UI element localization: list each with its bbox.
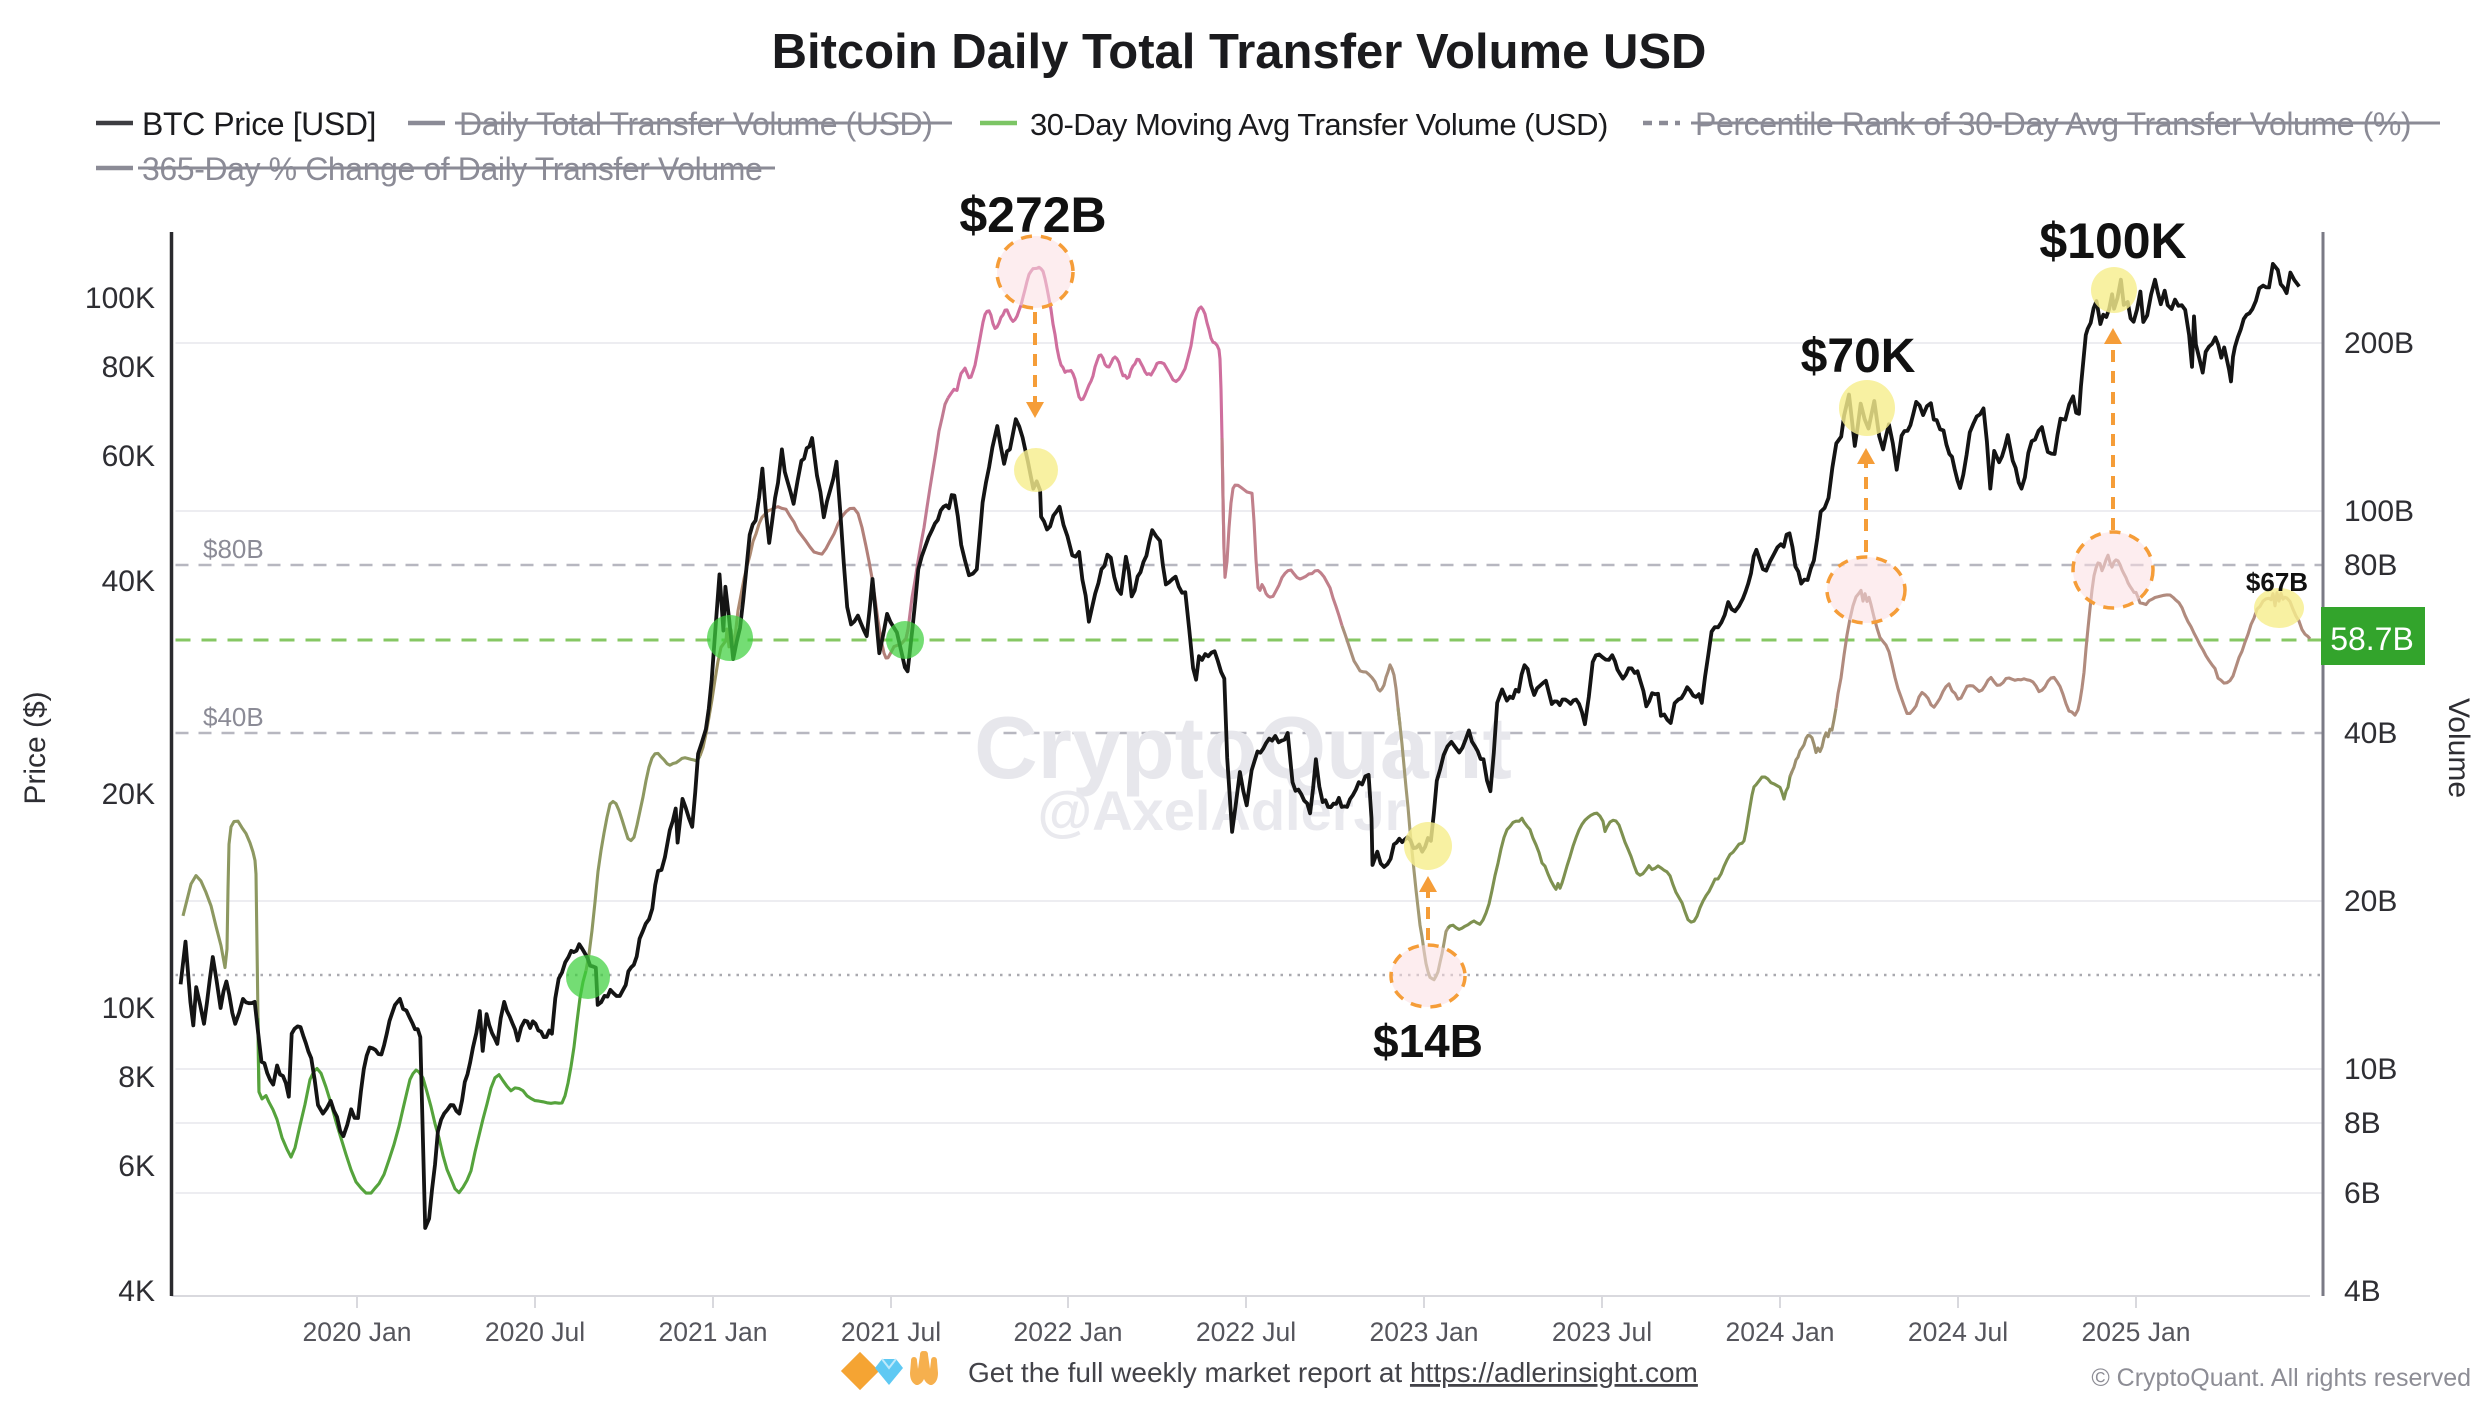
svg-text:2024 Jul: 2024 Jul <box>1908 1317 2008 1347</box>
svg-text:60K: 60K <box>102 440 155 473</box>
svg-text:80K: 80K <box>102 351 155 384</box>
svg-text:$80B: $80B <box>203 534 264 564</box>
svg-text:2022 Jan: 2022 Jan <box>1013 1317 1122 1347</box>
svg-text:10B: 10B <box>2344 1053 2397 1086</box>
svg-text:200B: 200B <box>2344 327 2414 360</box>
svg-text:80B: 80B <box>2344 549 2397 582</box>
svg-text:100B: 100B <box>2344 495 2414 528</box>
svg-text:8B: 8B <box>2344 1107 2381 1140</box>
svg-text:$272B: $272B <box>959 187 1106 243</box>
svg-text:2023 Jan: 2023 Jan <box>1369 1317 1478 1347</box>
svg-text:2025 Jan: 2025 Jan <box>2081 1317 2190 1347</box>
svg-text:4B: 4B <box>2344 1275 2381 1308</box>
svg-text:6B: 6B <box>2344 1177 2381 1210</box>
svg-text:100K: 100K <box>85 282 155 315</box>
svg-text:@AxelAdlerJr: @AxelAdlerJr <box>1038 779 1407 842</box>
svg-text:20B: 20B <box>2344 885 2397 918</box>
svg-text:30-Day Moving Avg Transfer Vol: 30-Day Moving Avg Transfer Volume (USD) <box>1030 107 1608 142</box>
svg-text:20K: 20K <box>102 778 155 811</box>
svg-text:© CryptoQuant. All rights rese: © CryptoQuant. All rights reserved <box>2091 1364 2471 1392</box>
svg-text:2020 Jul: 2020 Jul <box>485 1317 585 1347</box>
svg-text:BTC Price [USD]: BTC Price [USD] <box>142 106 376 142</box>
svg-text:2024 Jan: 2024 Jan <box>1725 1317 1834 1347</box>
svg-text:$14B: $14B <box>1373 1015 1483 1067</box>
svg-text:6K: 6K <box>118 1150 155 1183</box>
svg-text:$67B: $67B <box>2246 567 2308 597</box>
svg-text:2023 Jul: 2023 Jul <box>1552 1317 1652 1347</box>
svg-text:Get the full weekly market rep: Get the full weekly market report at htt… <box>968 1357 1698 1388</box>
svg-text:$70K: $70K <box>1801 330 1916 383</box>
svg-text:58.7B: 58.7B <box>2330 621 2414 657</box>
svg-text:Price ($): Price ($) <box>19 691 52 804</box>
svg-text:10K: 10K <box>102 992 155 1025</box>
svg-text:$40B: $40B <box>203 702 264 732</box>
svg-text:2021 Jan: 2021 Jan <box>658 1317 767 1347</box>
svg-text:4K: 4K <box>118 1275 155 1308</box>
svg-text:Bitcoin Daily Total Transfer V: Bitcoin Daily Total Transfer Volume USD <box>772 25 1707 79</box>
svg-text:2022 Jul: 2022 Jul <box>1196 1317 1296 1347</box>
svg-text:40B: 40B <box>2344 717 2397 750</box>
svg-text:Volume: Volume <box>2442 698 2475 798</box>
svg-text:2020 Jan: 2020 Jan <box>302 1317 411 1347</box>
svg-text:$100K: $100K <box>2039 213 2186 269</box>
svg-text:2021 Jul: 2021 Jul <box>841 1317 941 1347</box>
svg-text:8K: 8K <box>118 1061 155 1094</box>
svg-text:40K: 40K <box>102 565 155 598</box>
